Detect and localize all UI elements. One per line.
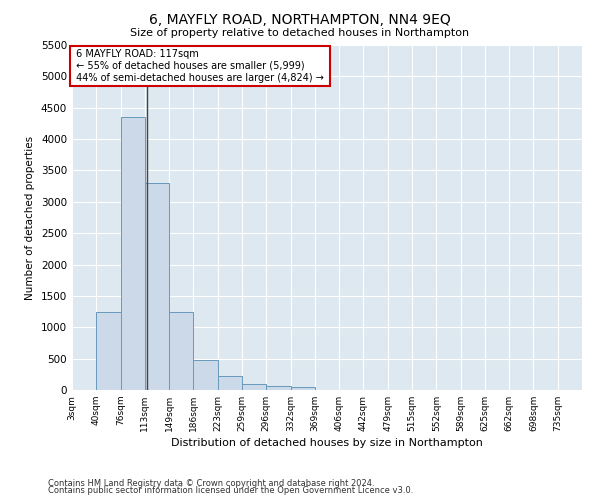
Text: Contains public sector information licensed under the Open Government Licence v3: Contains public sector information licen… — [48, 486, 413, 495]
Y-axis label: Number of detached properties: Number of detached properties — [25, 136, 35, 300]
Bar — [218, 376, 242, 390]
Text: 6 MAYFLY ROAD: 117sqm 
 ← 55% of detached houses are smaller (5,999) 
 44% of se: 6 MAYFLY ROAD: 117sqm ← 55% of detached … — [73, 50, 328, 82]
Bar — [96, 312, 121, 390]
Bar — [266, 386, 290, 390]
Text: Size of property relative to detached houses in Northampton: Size of property relative to detached ho… — [130, 28, 470, 38]
Bar — [169, 312, 193, 390]
X-axis label: Distribution of detached houses by size in Northampton: Distribution of detached houses by size … — [171, 438, 483, 448]
Text: Contains HM Land Registry data © Crown copyright and database right 2024.: Contains HM Land Registry data © Crown c… — [48, 478, 374, 488]
Bar — [242, 384, 266, 390]
Text: 6, MAYFLY ROAD, NORTHAMPTON, NN4 9EQ: 6, MAYFLY ROAD, NORTHAMPTON, NN4 9EQ — [149, 12, 451, 26]
Bar — [145, 183, 169, 390]
Bar — [193, 360, 218, 390]
Bar — [290, 387, 315, 390]
Bar — [121, 117, 145, 390]
